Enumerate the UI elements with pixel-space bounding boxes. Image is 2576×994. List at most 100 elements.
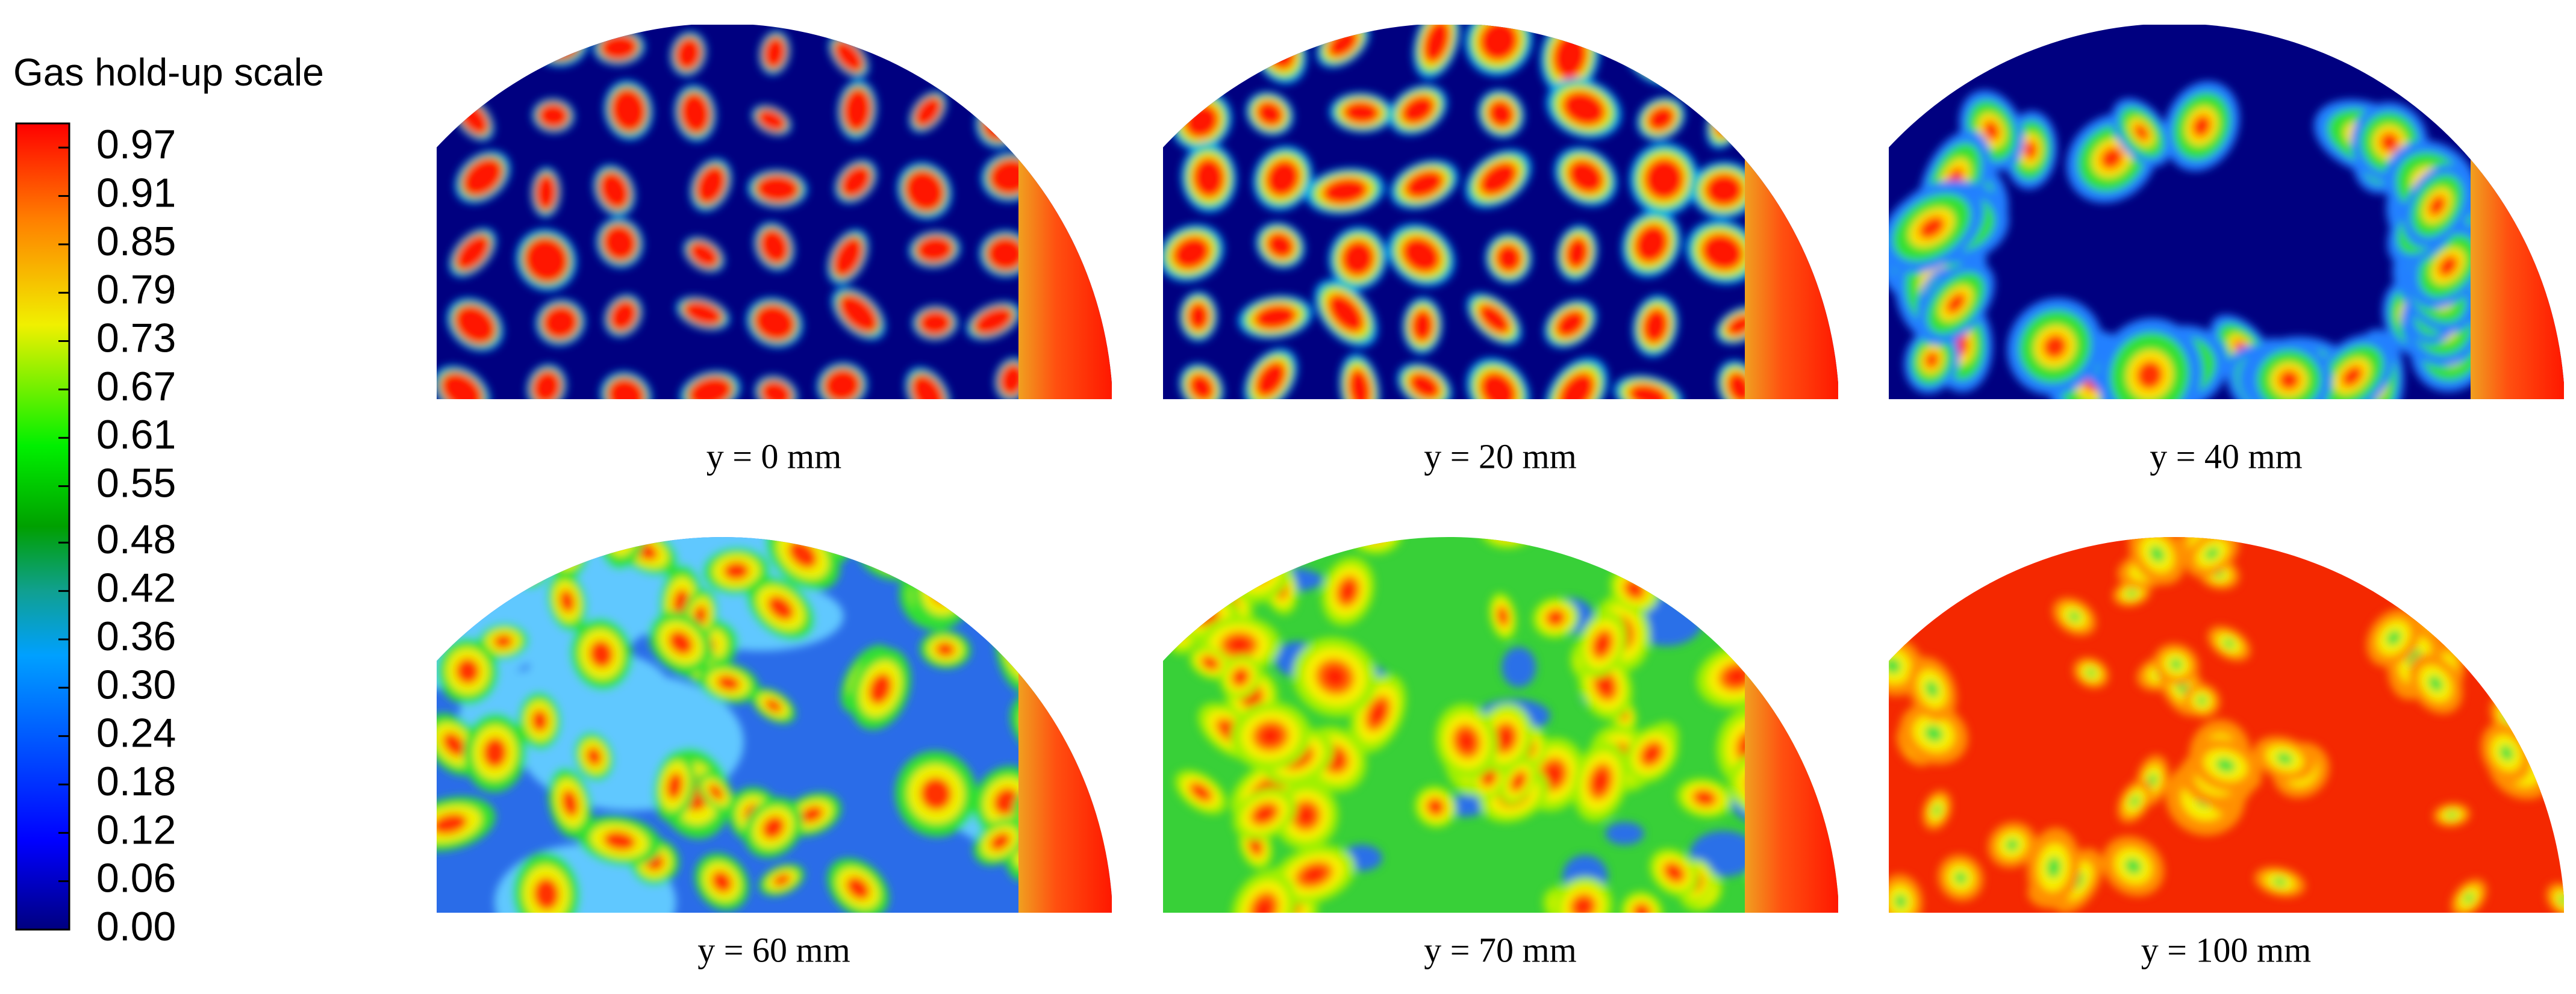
blob bbox=[1642, 308, 1669, 344]
blob bbox=[2472, 540, 2495, 565]
blob bbox=[753, 304, 796, 341]
blob bbox=[762, 816, 785, 839]
blob bbox=[1771, 649, 1786, 660]
blob bbox=[1714, 25, 1742, 64]
blob bbox=[452, 539, 470, 557]
blob bbox=[2466, 566, 2512, 614]
blob bbox=[2408, 524, 2421, 538]
blob bbox=[1751, 635, 1806, 676]
blob bbox=[1253, 304, 1297, 330]
colorbar-tick-label: 0.61 bbox=[96, 412, 176, 458]
blob bbox=[1184, 25, 1232, 76]
blob bbox=[1725, 595, 1774, 638]
blob bbox=[455, 658, 480, 685]
blob bbox=[437, 537, 484, 570]
blob bbox=[437, 544, 499, 610]
panel-view bbox=[1889, 524, 2564, 913]
blob bbox=[602, 224, 637, 262]
blob bbox=[1020, 603, 1099, 686]
blob bbox=[2497, 627, 2524, 659]
contour-panel bbox=[1163, 25, 1838, 399]
blob bbox=[1411, 309, 1435, 343]
blob bbox=[683, 300, 723, 326]
blob bbox=[2478, 547, 2489, 558]
blob bbox=[1495, 537, 1521, 538]
colorbar-tick-label: 0.97 bbox=[96, 122, 176, 167]
blob bbox=[589, 640, 614, 668]
panel-view bbox=[1163, 25, 1838, 399]
blob bbox=[1499, 610, 1507, 623]
blob bbox=[688, 241, 720, 268]
blob bbox=[1347, 368, 1372, 399]
contour-panel bbox=[1163, 523, 1838, 913]
panel-contours bbox=[1163, 25, 1838, 399]
blob bbox=[2192, 114, 2212, 138]
blob bbox=[2197, 696, 2207, 706]
blob bbox=[1408, 372, 1441, 399]
blob bbox=[1703, 25, 1753, 81]
blob bbox=[1487, 99, 1515, 128]
blob bbox=[1179, 537, 1241, 586]
blob bbox=[1423, 25, 1451, 64]
blob bbox=[2134, 123, 2149, 141]
blob bbox=[1228, 637, 1250, 653]
blob bbox=[1647, 105, 1676, 132]
blob bbox=[559, 589, 575, 613]
blob bbox=[1742, 610, 1756, 623]
blob bbox=[1193, 157, 1225, 198]
blob bbox=[1735, 583, 1774, 647]
blob bbox=[1085, 668, 1112, 701]
blob bbox=[1513, 775, 1524, 788]
blob bbox=[756, 108, 787, 132]
wall-region bbox=[1745, 25, 1838, 399]
colorbar-tick-label: 0.00 bbox=[96, 904, 176, 949]
blob bbox=[993, 787, 1019, 815]
colorbar-tick-label: 0.18 bbox=[96, 759, 176, 804]
blob bbox=[2006, 839, 2019, 851]
blob bbox=[1180, 25, 1236, 82]
blob bbox=[1667, 866, 1681, 879]
blob bbox=[1633, 30, 1670, 71]
blob bbox=[1255, 898, 1273, 913]
blob bbox=[1803, 639, 1826, 660]
blob bbox=[1256, 101, 1284, 127]
blob bbox=[1205, 658, 1216, 668]
blob bbox=[1575, 898, 1591, 913]
blob bbox=[1058, 685, 1092, 721]
blob bbox=[1628, 384, 1669, 399]
blob bbox=[534, 25, 585, 64]
blob bbox=[1500, 523, 1516, 534]
blob bbox=[666, 772, 683, 800]
blob bbox=[511, 548, 541, 581]
blob bbox=[1889, 657, 1901, 674]
blob bbox=[1404, 170, 1444, 199]
blob bbox=[1808, 630, 1838, 651]
blob bbox=[1303, 866, 1326, 883]
blob bbox=[1194, 786, 1208, 798]
panel-view bbox=[437, 25, 1112, 399]
blob bbox=[695, 165, 727, 205]
blob bbox=[2388, 569, 2413, 589]
blob bbox=[911, 374, 945, 399]
blob bbox=[1323, 666, 1347, 688]
blob bbox=[1747, 603, 1762, 627]
blob bbox=[1256, 807, 1273, 821]
blob bbox=[2216, 758, 2235, 772]
blob bbox=[1003, 537, 1053, 583]
blob bbox=[1751, 537, 1824, 567]
blob bbox=[447, 537, 482, 570]
blob bbox=[607, 377, 646, 399]
blob bbox=[1797, 600, 1838, 647]
blob bbox=[1756, 537, 1770, 538]
blob bbox=[1290, 538, 1299, 549]
blob bbox=[918, 309, 952, 336]
blob bbox=[1026, 641, 1056, 689]
blob bbox=[613, 537, 632, 543]
blob bbox=[1362, 537, 1388, 542]
blob bbox=[1265, 159, 1300, 197]
blob bbox=[1172, 236, 1211, 270]
blob bbox=[834, 40, 864, 73]
wall-region bbox=[1018, 25, 1112, 399]
blob bbox=[1458, 731, 1475, 752]
blob bbox=[973, 306, 1014, 335]
